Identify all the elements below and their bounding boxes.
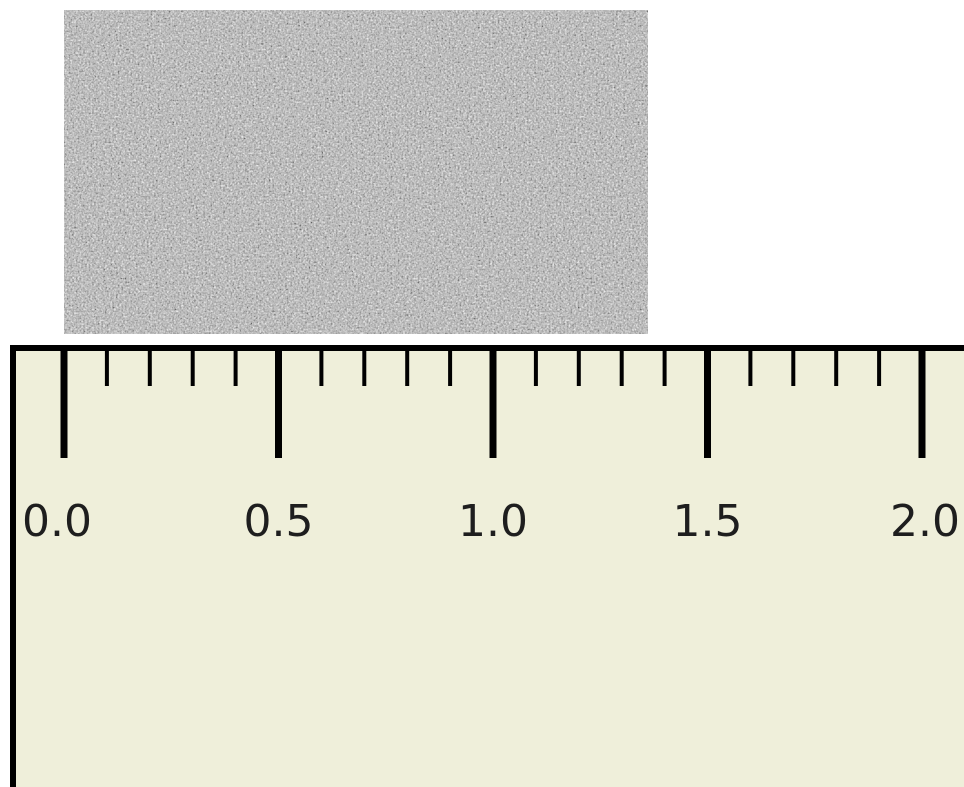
tick-label: 2.0: [890, 496, 960, 547]
noise-sample: [64, 10, 648, 334]
tick-label: 0.5: [244, 496, 314, 547]
ruler: 0.0 0.5 1.0 1.5 2.0: [10, 345, 964, 787]
ruler-tick-labels: 0.0 0.5 1.0 1.5 2.0: [22, 496, 960, 547]
noise-sample-texture: [64, 10, 648, 334]
tick-label: 0.0: [22, 496, 92, 547]
tick-label: 1.5: [673, 496, 743, 547]
ruler-body: [10, 348, 964, 787]
tick-label: 1.0: [458, 496, 528, 547]
ruler-ticks: [60, 348, 926, 458]
